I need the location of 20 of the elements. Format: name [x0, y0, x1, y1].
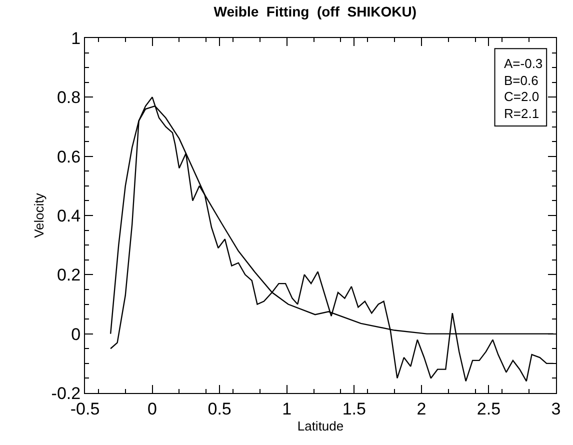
x-tick-label: 1.5	[342, 399, 366, 418]
annotation: R=2.1	[504, 106, 540, 121]
x-tick-label: 0	[148, 399, 158, 418]
y-tick-label: 0.6	[56, 147, 81, 166]
y-axis-title: Velocity	[31, 192, 46, 238]
y-tick-label: 0.8	[56, 88, 81, 108]
x-axis-title: Latitude	[297, 418, 344, 434]
y-tick-label: 0.4	[56, 206, 81, 226]
annotation: B=0.6	[504, 73, 538, 88]
chart-title: Weible Fitting (off SHIKOKU)	[214, 3, 417, 20]
x-tick-label: 1	[282, 399, 292, 418]
x-tick-label: 3	[551, 399, 561, 418]
x-tick-label: 2.5	[476, 399, 501, 418]
annotation: C=2.0	[504, 89, 540, 104]
y-tick-label: 1	[71, 28, 81, 48]
y-tick-label: 0.2	[56, 266, 81, 285]
x-tick-label: 0.5	[208, 399, 232, 418]
x-tick-label: 2	[416, 399, 426, 418]
annotation: A=-0.3	[504, 56, 543, 71]
y-tick-label: 0	[71, 324, 81, 344]
